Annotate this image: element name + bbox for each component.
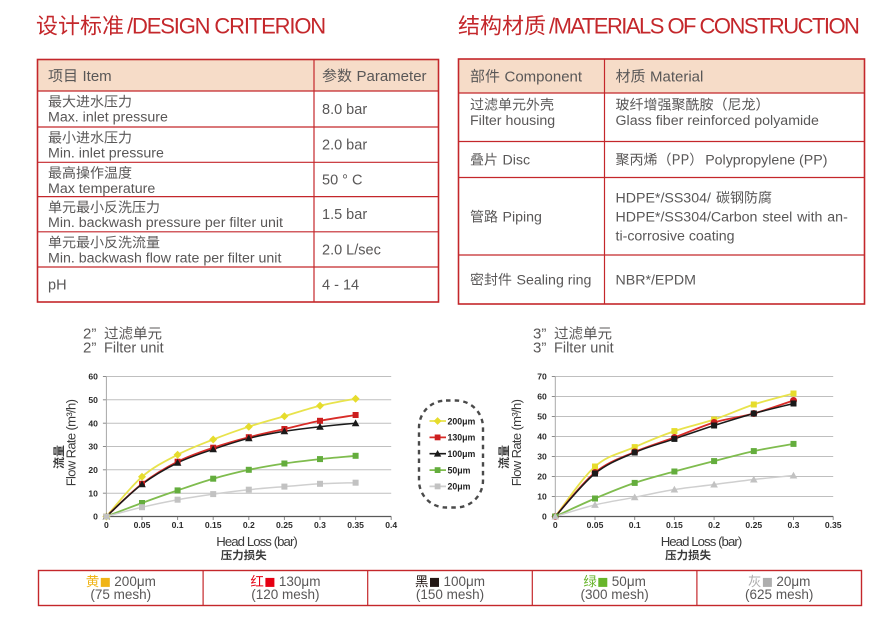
svg-text:Glass fiber reinforced polyami: Glass fiber reinforced polyamide bbox=[616, 113, 820, 129]
svg-text:Min. backwash pressure per fil: Min. backwash pressure per filter unit bbox=[48, 215, 283, 231]
svg-text:0.2: 0.2 bbox=[243, 520, 255, 530]
svg-text:10: 10 bbox=[88, 488, 98, 498]
svg-text:0.4: 0.4 bbox=[385, 520, 397, 530]
svg-text:0.1: 0.1 bbox=[172, 520, 184, 530]
svg-text:NBR*/EPDM: NBR*/EPDM bbox=[616, 273, 696, 289]
svg-text:20: 20 bbox=[88, 465, 98, 475]
svg-text:Component: Component bbox=[505, 69, 583, 86]
svg-text:Piping: Piping bbox=[503, 210, 542, 226]
svg-text:10: 10 bbox=[537, 492, 547, 502]
svg-text:0.05: 0.05 bbox=[134, 520, 151, 530]
svg-text:3”: 3” bbox=[533, 326, 546, 343]
svg-text:50: 50 bbox=[537, 412, 547, 422]
svg-text:0.2: 0.2 bbox=[708, 520, 720, 530]
svg-text:2.0 bar: 2.0 bar bbox=[322, 138, 367, 154]
svg-text:70: 70 bbox=[537, 372, 547, 382]
svg-text:200μm: 200μm bbox=[448, 416, 476, 426]
svg-text:(300 mesh): (300 mesh) bbox=[580, 587, 648, 602]
svg-text:Min. backwash flow rate per fi: Min. backwash flow rate per filter unit bbox=[48, 250, 281, 266]
svg-text:Disc: Disc bbox=[503, 153, 531, 169]
svg-text:(150 mesh): (150 mesh) bbox=[416, 587, 484, 602]
svg-text:1.5 bar: 1.5 bar bbox=[322, 207, 367, 223]
svg-text:8.0 bar: 8.0 bar bbox=[322, 102, 367, 118]
svg-text:100μm: 100μm bbox=[444, 574, 486, 589]
svg-text:100μm: 100μm bbox=[448, 449, 476, 459]
svg-text:0.05: 0.05 bbox=[587, 520, 604, 530]
svg-text:50μm: 50μm bbox=[448, 465, 471, 475]
svg-text:0.1: 0.1 bbox=[629, 520, 641, 530]
svg-text:(75 mesh): (75 mesh) bbox=[90, 587, 151, 602]
svg-text:Material: Material bbox=[650, 69, 703, 86]
svg-text:130μm: 130μm bbox=[279, 574, 321, 589]
svg-text:20μm: 20μm bbox=[448, 482, 471, 492]
svg-text:60: 60 bbox=[537, 392, 547, 402]
svg-text:Item: Item bbox=[83, 68, 112, 85]
svg-text:60: 60 bbox=[88, 372, 98, 382]
svg-text:0.25: 0.25 bbox=[745, 520, 762, 530]
svg-text:Min. inlet pressure: Min. inlet pressure bbox=[48, 146, 164, 162]
svg-text:0.25: 0.25 bbox=[276, 520, 293, 530]
svg-text:20μm: 20μm bbox=[776, 574, 810, 589]
svg-text:Flow Rate (m³/h): Flow Rate (m³/h) bbox=[64, 399, 79, 486]
svg-text:Head Loss (bar): Head Loss (bar) bbox=[216, 534, 297, 549]
svg-text:20: 20 bbox=[537, 472, 547, 482]
svg-text:0.15: 0.15 bbox=[666, 520, 683, 530]
svg-text:200μm: 200μm bbox=[114, 574, 156, 589]
svg-text:0.35: 0.35 bbox=[825, 520, 842, 530]
svg-text:0.3: 0.3 bbox=[314, 520, 326, 530]
svg-text:HDPE*/SS304/Carbon steel with: HDPE*/SS304/Carbon steel with an- bbox=[616, 210, 849, 226]
svg-text:Flow Rate (m³/h): Flow Rate (m³/h) bbox=[509, 399, 524, 486]
svg-text:(120 mesh): (120 mesh) bbox=[251, 587, 319, 602]
svg-text:40: 40 bbox=[537, 432, 547, 442]
svg-text:Filter unit: Filter unit bbox=[104, 340, 164, 356]
svg-text:ti-corrosive coating: ti-corrosive coating bbox=[616, 229, 735, 245]
svg-text:50μm: 50μm bbox=[612, 574, 646, 589]
svg-text:Head Loss (bar): Head Loss (bar) bbox=[661, 534, 742, 549]
svg-text:Filter unit: Filter unit bbox=[554, 340, 614, 356]
svg-text:Polypropylene (PP): Polypropylene (PP) bbox=[705, 153, 827, 169]
svg-text:130μm: 130μm bbox=[448, 433, 476, 443]
svg-text:0.15: 0.15 bbox=[205, 520, 222, 530]
svg-text:3”: 3” bbox=[533, 339, 546, 356]
svg-text:4 - 14: 4 - 14 bbox=[322, 278, 359, 294]
svg-text:/DESIGN CRITERION: /DESIGN CRITERION bbox=[127, 14, 325, 39]
svg-text:(625 mesh): (625 mesh) bbox=[745, 587, 813, 602]
svg-text:2.0 L/sec: 2.0 L/sec bbox=[322, 242, 381, 258]
svg-text:0: 0 bbox=[104, 520, 109, 530]
svg-text:0: 0 bbox=[553, 520, 558, 530]
svg-text:2”: 2” bbox=[83, 339, 96, 356]
svg-text:Filter housing: Filter housing bbox=[470, 113, 555, 129]
svg-text:/MATERIALS OF CONSTRUCTION: /MATERIALS OF CONSTRUCTION bbox=[549, 14, 859, 39]
svg-text:pH: pH bbox=[48, 278, 67, 294]
svg-text:0: 0 bbox=[93, 512, 98, 522]
svg-text:0: 0 bbox=[542, 512, 547, 522]
svg-text:0.35: 0.35 bbox=[347, 520, 364, 530]
svg-text:Parameter: Parameter bbox=[357, 68, 427, 85]
svg-text:0.3: 0.3 bbox=[788, 520, 800, 530]
svg-text:40: 40 bbox=[88, 418, 98, 428]
svg-text:30: 30 bbox=[537, 452, 547, 462]
svg-text:Max temperature: Max temperature bbox=[48, 181, 155, 197]
svg-text:HDPE*/SS304/: HDPE*/SS304/ bbox=[616, 191, 711, 207]
svg-text:30: 30 bbox=[88, 442, 98, 452]
svg-text:50: 50 bbox=[88, 395, 98, 405]
svg-text:Sealing ring: Sealing ring bbox=[517, 273, 592, 289]
svg-text:Max. inlet pressure: Max. inlet pressure bbox=[48, 110, 168, 126]
svg-text:2”: 2” bbox=[83, 326, 96, 343]
svg-text:50 ° C: 50 ° C bbox=[322, 172, 362, 188]
